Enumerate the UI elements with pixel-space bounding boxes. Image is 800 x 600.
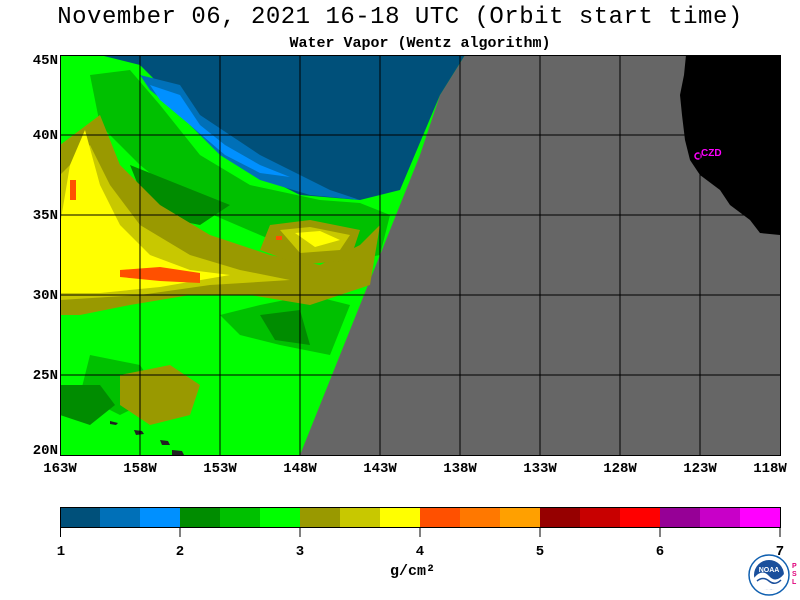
colorbar-swatch <box>420 507 461 527</box>
land-mass <box>680 55 780 235</box>
colorbar-swatch <box>260 507 301 527</box>
colorbar-unit: g/cm² <box>390 563 436 580</box>
colorbar-swatch <box>140 507 181 527</box>
colorbar-swatches <box>60 507 781 527</box>
grid-lines <box>60 55 781 456</box>
colorbar-tick-2: 2 <box>175 544 185 560</box>
lon-label-118w: 118W <box>753 461 787 477</box>
colorbar-swatch <box>580 507 621 527</box>
colorbar <box>60 507 781 537</box>
colorbar-tick-1: 1 <box>56 544 66 560</box>
lon-label-138w: 138W <box>443 461 477 477</box>
colorbar-swatch <box>540 507 581 527</box>
water-vapor-map: CZD <box>60 55 781 456</box>
lon-label-133w: 133W <box>523 461 557 477</box>
page-subtitle: Water Vapor (Wentz algorithm) <box>289 35 551 52</box>
colorbar-swatch <box>660 507 701 527</box>
lat-label-20n: 20N <box>32 443 58 459</box>
lon-label-153w: 153W <box>203 461 237 477</box>
colorbar-tick-6: 6 <box>655 544 665 560</box>
noaa-logo-icon: NOAA <box>748 554 790 596</box>
colorbar-swatch <box>300 507 341 527</box>
station-marker-icon <box>694 152 702 160</box>
colorbar-swatch <box>60 507 101 527</box>
lon-label-148w: 148W <box>283 461 317 477</box>
noaa-logo-text: NOAA <box>759 567 780 574</box>
colorbar-swatch <box>700 507 741 527</box>
colorbar-tick-7: 7 <box>775 544 785 560</box>
lon-label-163w: 163W <box>43 461 77 477</box>
lat-label-30n: 30N <box>32 288 58 304</box>
lon-label-128w: 128W <box>603 461 637 477</box>
colorbar-swatch <box>180 507 221 527</box>
colorbar-swatch <box>740 507 781 527</box>
page-title: November 06, 2021 16-18 UTC (Orbit start… <box>57 4 743 31</box>
colorbar-swatch <box>460 507 501 527</box>
colorbar-swatch <box>500 507 541 527</box>
colorbar-tick-4: 4 <box>415 544 425 560</box>
lat-label-45n: 45N <box>32 53 58 69</box>
colorbar-swatch <box>220 507 261 527</box>
colorbar-tick-3: 3 <box>295 544 305 560</box>
lon-label-143w: 143W <box>363 461 397 477</box>
hawaii-islands <box>110 421 184 455</box>
colorbar-swatch <box>620 507 661 527</box>
lon-label-123w: 123W <box>683 461 717 477</box>
station-label: CZD <box>701 148 722 159</box>
colorbar-ticks <box>60 527 781 537</box>
lat-label-40n: 40N <box>32 128 58 144</box>
colorbar-tick-5: 5 <box>535 544 545 560</box>
lat-label-25n: 25N <box>32 368 58 384</box>
colorbar-swatch <box>380 507 421 527</box>
lon-label-158w: 158W <box>123 461 157 477</box>
lat-label-35n: 35N <box>32 208 58 224</box>
colorbar-swatch <box>340 507 381 527</box>
colorbar-swatch <box>100 507 141 527</box>
